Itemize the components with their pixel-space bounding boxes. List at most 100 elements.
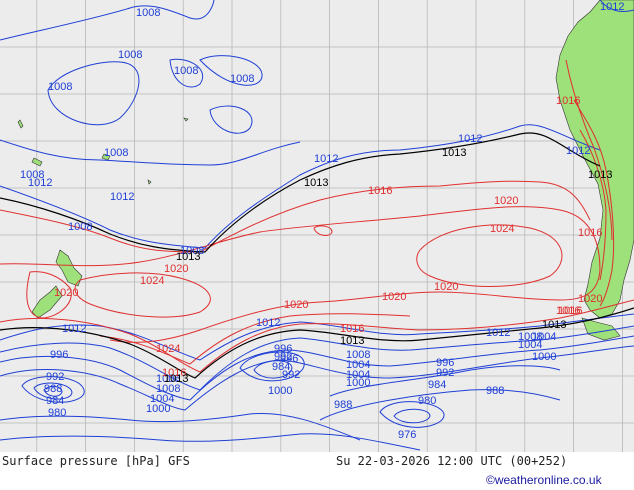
isobar-label: 1024 <box>140 275 164 287</box>
island-vanuatu <box>17 119 24 129</box>
isobar-label: 992 <box>282 369 300 381</box>
island-tonga <box>147 179 152 185</box>
isobar-1013-south <box>0 307 634 379</box>
isobar-label: 1008 <box>518 331 542 343</box>
isobar-label: 996 <box>436 357 454 369</box>
south-america <box>555 0 634 319</box>
isobar-label: 1013 <box>304 177 328 189</box>
isobar-label: 1008 <box>104 147 128 159</box>
red-labels: 1016 1016 1016 1016 1020 1020 1020 1020 … <box>54 95 602 379</box>
low-centre-mid <box>239 351 305 382</box>
isobar-label: 988 <box>486 385 504 397</box>
isobar-label: 1024 <box>490 223 514 235</box>
isobar-1012-south <box>0 313 634 361</box>
isobar-label: 1016 <box>368 185 392 197</box>
isobar-label: 1004 <box>518 339 542 351</box>
isobar-label: 1013 <box>588 169 612 181</box>
isobar-label: 1012 <box>28 177 52 189</box>
isobar-988-east <box>319 389 561 421</box>
isobar-label: 1020 <box>494 195 518 207</box>
isobar-1012-nz <box>599 0 634 13</box>
isobar-1020-ring <box>0 206 601 343</box>
isobar-1024-chile <box>579 129 607 281</box>
isobar-label: 1008 <box>174 65 198 77</box>
isobar-1008-tropical-c <box>169 58 203 88</box>
isobar-1008-tropical-d <box>209 105 253 134</box>
isobar-label: 1000 <box>532 351 556 363</box>
isobar-label: 976 <box>398 429 416 441</box>
lat-lon-grid <box>0 0 634 452</box>
isobar-label: 1012 <box>486 327 510 339</box>
isobars-red <box>0 59 634 373</box>
land-masses <box>17 0 634 341</box>
isobar-label: 1012 <box>314 153 338 165</box>
isobar-label: 1012 <box>62 323 86 335</box>
isobar-label: 1016 <box>162 367 186 379</box>
isobar-label: 1013 <box>340 335 364 347</box>
isobar-label: 1008 <box>156 373 180 385</box>
isobar-1020-chile <box>573 99 615 307</box>
isobar-1013-north <box>0 132 601 253</box>
isobar-label: 1016 <box>556 95 580 107</box>
isobar-label: 1008 <box>230 73 254 85</box>
isobar-label: 996 <box>50 349 68 361</box>
isobar-label: 1008 <box>346 349 370 361</box>
isobar-1008-tropical-e <box>199 55 263 86</box>
isobar-label: 1008 <box>68 221 92 233</box>
isobar-label: 1020 <box>284 299 308 311</box>
isobar-label: 1012 <box>600 1 624 13</box>
isobar-label: 1013 <box>164 373 188 385</box>
isobar-label: 1004 <box>532 331 556 343</box>
isobar-1016-small <box>313 225 333 236</box>
map-title: Surface pressure [hPa] GFS <box>2 454 190 468</box>
isobar-label: 1008 <box>20 169 44 181</box>
isobar-label: 1013 <box>442 147 466 159</box>
isobar-1020-south <box>99 313 411 365</box>
blue-labels: 1008 1008 1008 1008 1008 1008 1008 1008 … <box>20 1 624 441</box>
black-labels: 1013 1013 1013 1013 1013 1013 1013 <box>164 147 612 385</box>
isobar-label: 1008 <box>136 7 160 19</box>
isobar-label: 1012 <box>458 133 482 145</box>
isobar-label: 1013 <box>176 251 200 263</box>
isobar-label: 1020 <box>434 281 458 293</box>
credit-text: ©weatheronline.co.uk <box>486 473 603 487</box>
isobar-1016-chile <box>565 59 613 241</box>
isobar-label: 1004 <box>346 359 370 371</box>
isobar-984-bottom <box>0 412 361 441</box>
isobar-label: 984 <box>272 361 290 373</box>
isobar-label: 1020 <box>164 263 188 275</box>
isobar-label: 992 <box>436 367 454 379</box>
isobar-label: 1012 <box>110 191 134 203</box>
isobar-label: 1013 <box>542 319 566 331</box>
isobar-label: 1000 <box>268 385 292 397</box>
low-centre-east <box>379 401 445 428</box>
isobar-label: 1024 <box>156 343 180 355</box>
isobar-1000-south <box>0 345 634 411</box>
isobar-label: 1000 <box>346 377 370 389</box>
isobar-label: 980 <box>48 407 66 419</box>
isobar-label: 1016 <box>340 323 364 335</box>
isobar-label: 1012 <box>566 145 590 157</box>
isobar-1008-west <box>0 139 301 166</box>
isobar-label: 1016 <box>558 305 582 317</box>
isobar-label: 1020 <box>54 287 78 299</box>
isobar-label: 1016 <box>556 305 580 317</box>
isobar-label: 1012 <box>256 317 280 329</box>
isobar-1012-north <box>0 124 601 249</box>
isobar-1024-ring <box>416 224 563 287</box>
isobar-label: 1020 <box>578 293 602 305</box>
isobar-996-east <box>329 365 561 397</box>
low-centre-west <box>21 376 85 403</box>
isobar-1024-west <box>74 272 211 318</box>
isobar-label: 1008 <box>118 49 142 61</box>
isobar-label: 1016 <box>578 227 602 239</box>
isobar-1004-south <box>0 335 634 401</box>
valid-time: Su 22-03-2026 12:00 UTC (00+252) <box>336 454 567 468</box>
isobar-label: 1004 <box>150 393 174 405</box>
isobar-label: 1004 <box>346 369 370 381</box>
footer-band <box>0 452 634 490</box>
island-samoa <box>183 117 189 122</box>
isobars-normal <box>0 132 634 379</box>
isobar-980-bottom <box>0 433 421 451</box>
